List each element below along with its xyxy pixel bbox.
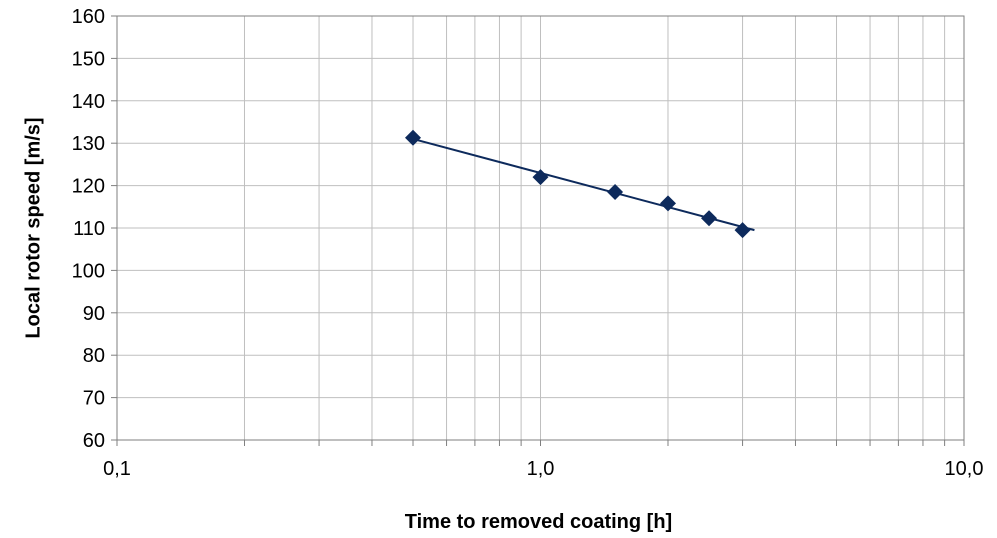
x-tick-label: 10,0 — [945, 458, 984, 480]
y-tick-label: 110 — [73, 218, 105, 240]
y-tick-label: 120 — [72, 176, 105, 198]
data-points — [405, 129, 751, 239]
trendline — [412, 137, 755, 232]
y-tick-label: 130 — [72, 133, 105, 155]
data-point-diamond — [701, 210, 718, 227]
y-tick-label: 150 — [72, 48, 105, 70]
y-tick-label: 140 — [72, 91, 105, 113]
y-tick-label: 70 — [83, 388, 105, 410]
x-axis-title: Time to removed coating [h] — [405, 511, 672, 533]
data-point-diamond — [532, 169, 549, 186]
y-tick-label: 60 — [83, 430, 105, 452]
y-axis-title: Local rotor speed [m/s] — [22, 117, 44, 338]
y-tick-label: 90 — [83, 303, 105, 325]
data-point-diamond — [659, 195, 676, 212]
y-tick-label: 160 — [72, 6, 105, 28]
x-tick-label: 0,1 — [103, 458, 131, 480]
x-tick-label: 1,0 — [527, 458, 555, 480]
gridlines — [111, 15, 965, 446]
data-point-diamond — [734, 222, 751, 239]
data-point-diamond — [607, 183, 624, 200]
plot-area-frame — [116, 15, 965, 441]
y-tick-labels: 60 70 80 90 100 110 120 130 140 150 160 — [72, 6, 105, 452]
trendline-group — [412, 137, 755, 232]
y-tick-label: 80 — [83, 345, 105, 367]
x-tick-labels: 0,1 1,0 10,0 — [103, 458, 983, 480]
data-point-diamond — [405, 129, 422, 146]
y-tick-label: 100 — [72, 260, 105, 282]
